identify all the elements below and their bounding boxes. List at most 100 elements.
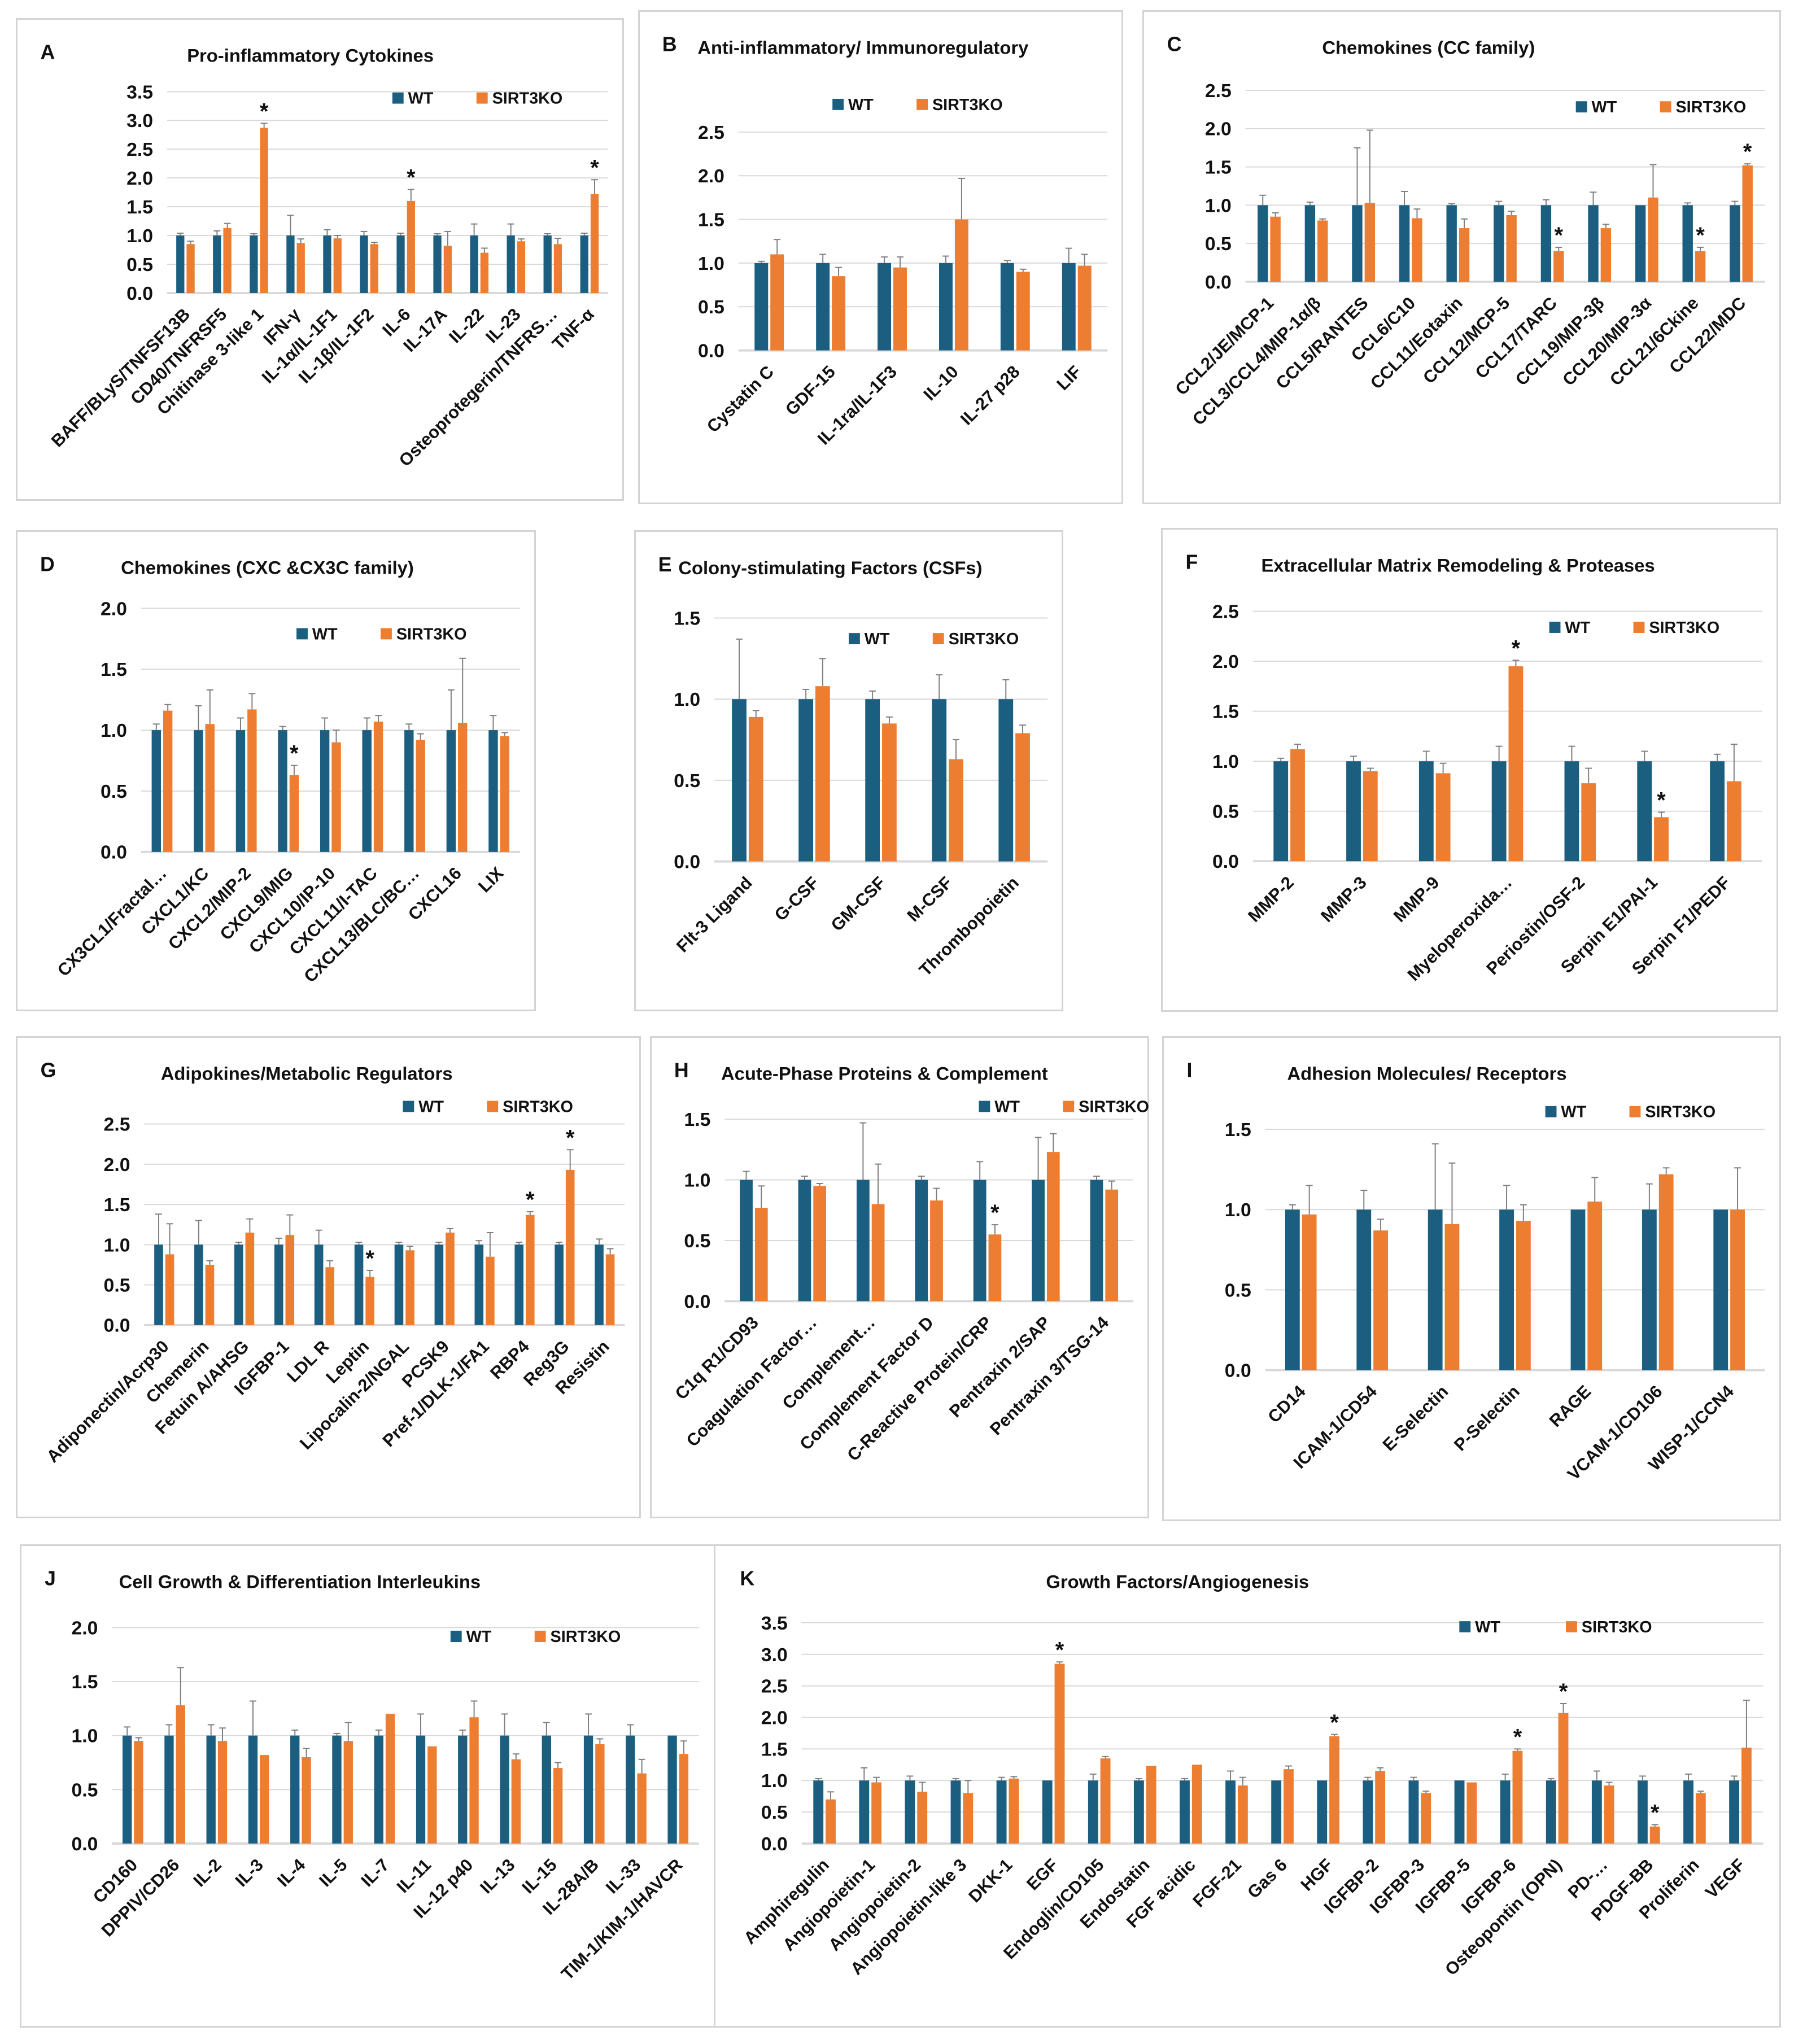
x-category-label: Flt-3 Ligand	[673, 872, 756, 956]
bar-sirt3ko	[205, 1264, 215, 1325]
legend-wt-label: WT	[865, 630, 890, 648]
y-tick-label: 1.0	[1205, 195, 1232, 216]
legend-ko-label: SIRT3KO	[1645, 1103, 1716, 1121]
y-tick-label: 1.0	[684, 1169, 710, 1191]
bar-wt	[176, 235, 185, 293]
bar-sirt3ko	[1329, 1736, 1339, 1844]
bar-wt	[542, 1735, 551, 1844]
bar-wt	[583, 1735, 593, 1844]
bar-wt	[507, 235, 515, 293]
bar-wt	[878, 263, 892, 351]
y-tick-label: 1.0	[761, 1770, 788, 1792]
x-category-label: LDL R	[283, 1337, 333, 1386]
bar-wt	[1428, 1209, 1443, 1370]
y-tick-label: 1.0	[104, 1234, 130, 1256]
bar-sirt3ko	[365, 1277, 374, 1325]
legend-ko-swatch	[1633, 622, 1645, 633]
bar-sirt3ko	[1100, 1758, 1111, 1844]
bar-wt	[123, 1735, 132, 1844]
panel-title: Pro-inflammatory Cytokines	[187, 45, 434, 65]
bar-wt	[1683, 1780, 1693, 1844]
bar-sirt3ko	[826, 1799, 836, 1844]
bar-wt	[488, 730, 498, 852]
bar-sirt3ko	[954, 219, 968, 351]
panel-title: Acute-Phase Proteins & Complement	[721, 1063, 1048, 1084]
x-category-label: GM-CSF	[827, 872, 889, 935]
legend-wt-swatch	[1459, 1621, 1471, 1632]
legend-wt-label: WT	[1591, 98, 1617, 116]
bar-sirt3ko	[1375, 1771, 1386, 1844]
significance-asterisk: *	[1330, 1710, 1339, 1735]
x-category-label: GDF-15	[782, 362, 839, 420]
bar-sirt3ko	[285, 1235, 295, 1325]
bar-sirt3ko	[289, 775, 299, 852]
chart-svg: B Anti-inflammatory/ Immunoregulatory 0.0 0…	[662, 33, 1108, 449]
bar-wt	[580, 235, 588, 293]
chart-svg: H Acute-Phase Proteins & Complement 0.0 0.5…	[671, 1059, 1149, 1465]
panel-letter: H	[674, 1059, 689, 1082]
legend-ko-swatch	[1629, 1106, 1641, 1117]
x-category-label: CD14	[1264, 1381, 1309, 1426]
bar-sirt3ko	[1317, 220, 1328, 282]
y-tick-label: 0.0	[761, 1833, 788, 1855]
bar-sirt3ko	[882, 723, 897, 862]
bar-wt	[859, 1780, 870, 1844]
x-category-label: TNF-α	[548, 304, 598, 354]
y-tick-label: 0.0	[1212, 851, 1239, 872]
bar-sirt3ko	[373, 721, 383, 852]
panel-letter: G	[41, 1059, 56, 1082]
bar-wt	[446, 730, 456, 852]
y-tick-label: 2.0	[1212, 651, 1239, 672]
bar-wt	[1258, 205, 1268, 282]
panel-letter: B	[662, 33, 677, 56]
bar-wt	[1285, 1209, 1300, 1370]
x-category-label: IL-5	[315, 1855, 351, 1890]
legend-ko-label: SIRT3KO	[492, 90, 563, 108]
chart-svg: D Chemokines (CXC &CX3C family) 0.0 0.5 1.0 1…	[40, 553, 520, 986]
bar-wt	[865, 699, 880, 862]
bar-wt	[290, 1735, 300, 1844]
legend-wt-label: WT	[312, 625, 338, 643]
bar-sirt3ko	[595, 1744, 605, 1844]
y-tick-label: 0.5	[1225, 1279, 1251, 1301]
bar-sirt3ko	[416, 740, 425, 852]
bar-sirt3ko	[1191, 1765, 1202, 1844]
significance-asterisk: *	[1696, 223, 1705, 248]
x-category-label: HGF	[1297, 1855, 1337, 1895]
bar-wt	[286, 235, 295, 293]
legend-wt-swatch	[450, 1631, 462, 1642]
y-tick-label: 1.5	[126, 196, 153, 218]
y-tick-label: 2.0	[761, 1707, 788, 1728]
bar-sirt3ko	[296, 243, 305, 293]
bar-sirt3ko	[1508, 666, 1524, 862]
bar-wt	[1710, 761, 1725, 862]
bar-wt	[1225, 1780, 1236, 1844]
bar-sirt3ko	[517, 241, 526, 293]
bar-sirt3ko	[1730, 1209, 1745, 1370]
y-tick-label: 0.0	[1205, 272, 1232, 293]
panel-k: K Growth Factors/Angiogenesis 0.0 0.5 1.0 1.5…	[714, 1544, 1781, 2028]
bar-sirt3ko	[217, 1741, 228, 1844]
bar-wt	[813, 1780, 824, 1844]
bar-wt	[396, 235, 405, 293]
y-tick-label: 2.5	[104, 1114, 130, 1135]
chart-svg: J Cell Growth & Differentiation Interleuk…	[45, 1567, 699, 1984]
bar-sirt3ko	[1302, 1214, 1317, 1370]
y-tick-label: 0.0	[1225, 1360, 1251, 1381]
x-category-label: LIF	[1053, 362, 1085, 394]
bar-wt	[514, 1244, 524, 1325]
y-tick-label: 3.5	[761, 1613, 788, 1634]
bar-sirt3ko	[553, 244, 562, 293]
bar-sirt3ko	[1649, 1826, 1660, 1844]
legend-wt-label: WT	[466, 1628, 492, 1646]
x-category-label: E-Selectin	[1379, 1381, 1452, 1455]
bar-sirt3ko	[525, 1215, 535, 1325]
bar-sirt3ko	[1604, 1785, 1614, 1844]
bar-wt	[555, 1244, 564, 1325]
legend-ko-swatch	[916, 98, 928, 110]
significance-asterisk: *	[1512, 636, 1521, 661]
y-tick-label: 0.0	[684, 1291, 710, 1312]
bar-wt	[1564, 761, 1579, 862]
bar-sirt3ko	[930, 1200, 943, 1301]
significance-asterisk: *	[1743, 139, 1752, 164]
